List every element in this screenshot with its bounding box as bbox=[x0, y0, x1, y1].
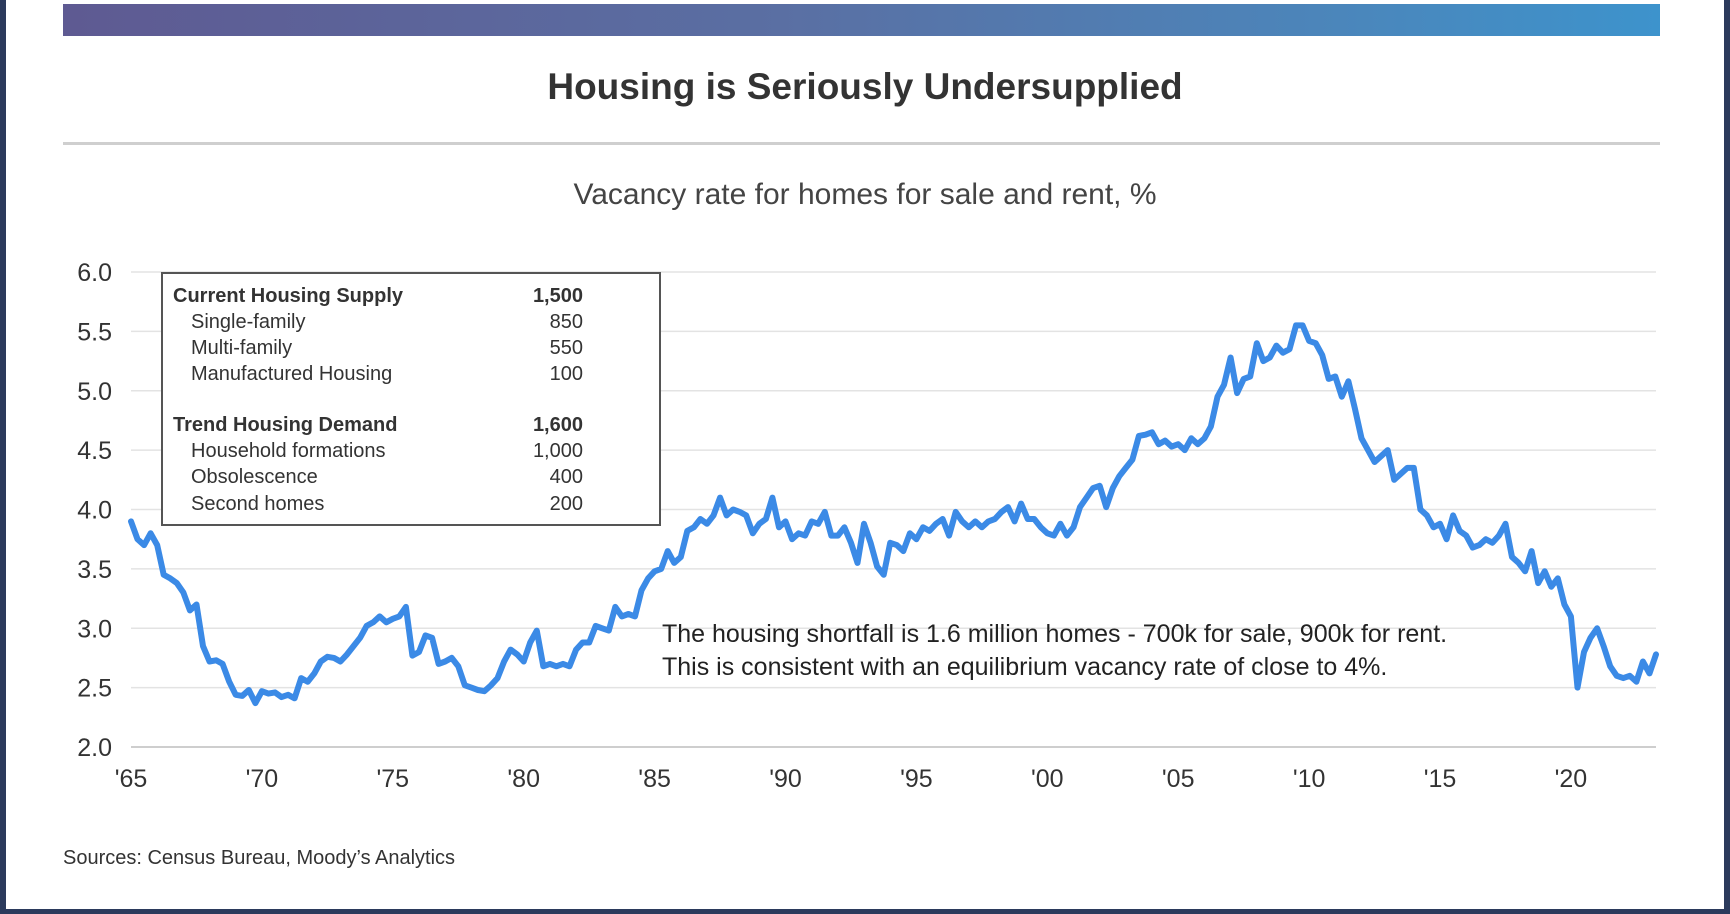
x-tick-label: '85 bbox=[638, 765, 671, 793]
table-row: Current Housing Supply 1,500 bbox=[173, 285, 583, 311]
y-tick-label: 3.5 bbox=[77, 556, 112, 584]
table-row: Trend Housing Demand 1,600 bbox=[173, 414, 583, 440]
table-row: Obsolescence 400 bbox=[173, 466, 583, 492]
table-row-value: 200 bbox=[549, 493, 583, 515]
x-axis-tick-labels: '65 '70 '75 '80 '85 '90 '95 '00 '05 '10 '15 '20 bbox=[115, 765, 1588, 793]
y-tick-label: 5.5 bbox=[77, 318, 112, 346]
table-row: Multi-family 550 bbox=[173, 337, 583, 363]
y-tick-label: 2.0 bbox=[77, 734, 112, 762]
y-axis-tick-labels: 6.0 5.5 5.0 4.5 4.0 3.5 3.0 2.5 2.0 bbox=[77, 259, 112, 762]
table-row-label: Household formations bbox=[191, 440, 386, 462]
table-row-label: Multi-family bbox=[191, 337, 293, 359]
x-tick-label: '05 bbox=[1162, 765, 1195, 793]
x-tick-label: '80 bbox=[507, 765, 540, 793]
housing-supply-demand-table: Current Housing Supply 1,500 Single-family… bbox=[161, 272, 661, 526]
table-row-value: 400 bbox=[549, 466, 583, 488]
x-tick-label: '95 bbox=[900, 765, 933, 793]
x-tick-label: '75 bbox=[377, 765, 410, 793]
x-tick-label: '90 bbox=[769, 765, 802, 793]
y-tick-label: 6.0 bbox=[77, 259, 112, 287]
chart-title: Housing is Seriously Undersupplied bbox=[547, 66, 1183, 107]
table-row-label: Current Housing Supply bbox=[173, 285, 403, 307]
source-note: Sources: Census Bureau, Moody’s Analytic… bbox=[63, 847, 456, 869]
annotation-line: The housing shortfall is 1.6 million hom… bbox=[662, 620, 1447, 648]
y-tick-label: 4.5 bbox=[77, 437, 112, 465]
x-tick-label: '00 bbox=[1031, 765, 1064, 793]
table-row-value: 1,600 bbox=[532, 414, 583, 436]
y-tick-label: 5.0 bbox=[77, 378, 112, 406]
table-row-label: Single-family bbox=[191, 311, 306, 333]
series-layer bbox=[128, 322, 1659, 707]
table-row-label: Trend Housing Demand bbox=[173, 414, 398, 436]
chart-subtitle: Vacancy rate for homes for sale and rent… bbox=[573, 178, 1157, 211]
table-row: Household formations 1,000 bbox=[173, 440, 583, 466]
x-tick-label: '20 bbox=[1555, 765, 1588, 793]
y-tick-label: 3.0 bbox=[77, 615, 112, 643]
slide: Housing is Seriously Undersupplied Vacan… bbox=[6, 0, 1724, 909]
table-row: Single-family 850 bbox=[173, 311, 583, 337]
title-divider bbox=[63, 142, 1660, 145]
header-band bbox=[63, 4, 1660, 36]
table-row-value: 550 bbox=[549, 337, 583, 359]
table-row-value: 850 bbox=[549, 311, 583, 333]
y-tick-label: 4.0 bbox=[77, 497, 112, 525]
annotation-note: The housing shortfall is 1.6 million hom… bbox=[662, 620, 1447, 681]
table-row-value: 100 bbox=[549, 363, 583, 385]
table-row-label: Second homes bbox=[191, 493, 325, 515]
x-tick-label: '10 bbox=[1293, 765, 1326, 793]
y-tick-label: 2.5 bbox=[77, 675, 112, 703]
table-row-value: 1,500 bbox=[532, 285, 583, 307]
table-row: Manufactured Housing 100 bbox=[173, 363, 583, 389]
table-row-label: Obsolescence bbox=[191, 466, 318, 488]
x-tick-label: '70 bbox=[246, 765, 279, 793]
x-tick-label: '15 bbox=[1424, 765, 1457, 793]
table-row: Second homes 200 bbox=[173, 493, 583, 519]
table-row-value: 1,000 bbox=[532, 440, 583, 462]
annotation-line: This is consistent with an equilibrium v… bbox=[662, 653, 1387, 681]
table-row-label: Manufactured Housing bbox=[191, 363, 393, 385]
x-tick-label: '65 bbox=[115, 765, 148, 793]
vacancy-rate-line bbox=[128, 322, 1659, 707]
